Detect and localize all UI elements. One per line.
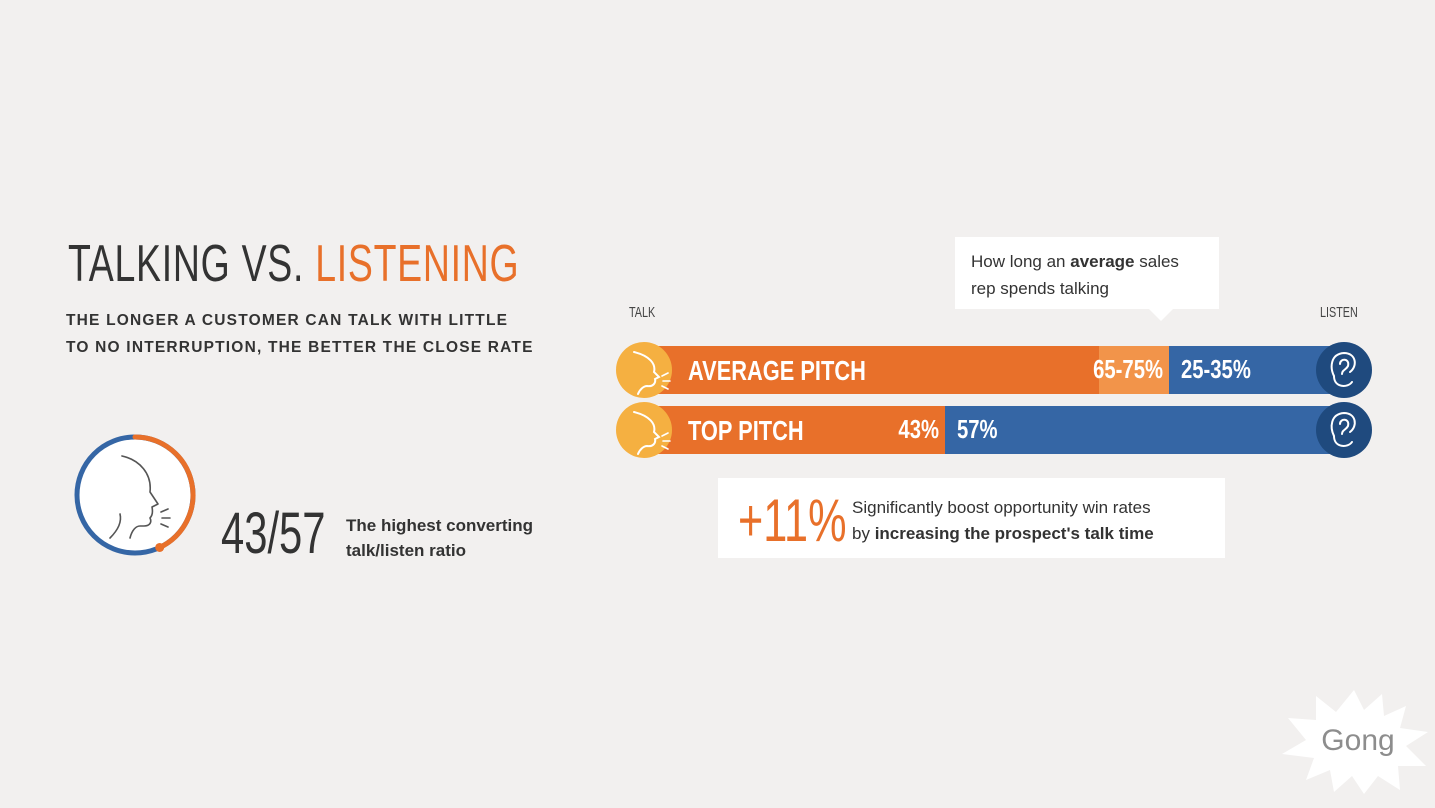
bar-category-label-0: AVERAGE PITCH [688,355,866,386]
speaking-face-icon-1 [633,411,661,455]
speaking-face-icon-0 [633,351,661,395]
ring-background [77,437,193,553]
talk-value-label-1: 43% [898,415,939,444]
bar-talk-1 [644,406,945,454]
bar-listen-0 [1169,346,1344,394]
gong-logo-text: Gong [1321,724,1394,757]
ear-icon-0 [1330,351,1356,387]
boost-text: Significantly boost opportunity win rate… [852,495,1222,547]
subtitle-line-2: TO NO INTERRUPTION, THE BETTER THE CLOSE… [66,339,534,356]
listen-axis-label: LISTEN [1320,304,1358,321]
boost-text-line-2: by increasing the prospect's talk time [852,524,1154,543]
speech-lines-icon-0 [661,372,671,390]
starburst-shape [1282,690,1428,794]
bar-listen-1 [945,406,1344,454]
bar-talk-range-0 [1099,346,1169,394]
bar-talk-0 [644,346,1099,394]
speech-lines-icon-1 [661,432,671,450]
gong-logo: Gong [1282,690,1428,794]
ratio-caption: The highest converting talk/listen ratio [346,513,566,563]
page-title: TALKING VS. LISTENING [68,234,695,294]
ring-end-dot [155,542,165,552]
talk-icon-bg-1 [616,402,672,458]
callout-text-before: How long an [971,252,1071,271]
listen-value-label-0: 25-35% [1181,355,1251,384]
boost-text-line-1: Significantly boost opportunity win rate… [852,498,1151,517]
talk-listen-ring [74,434,196,556]
speaking-face-icon [109,455,171,539]
boost-callout: +11% Significantly boost opportunity win… [718,478,1225,558]
talk-listen-bar-chart: AVERAGE PITCH 65-75% 25-35% TOP PITCH 43% 57% [616,342,1372,458]
title-talking: TALKING VS. [68,235,316,293]
average-rep-callout: How long an average sales rep spends tal… [955,237,1219,321]
talk-axis-label: TALK [629,304,656,321]
listen-value-label-1: 57% [957,415,998,444]
boost-value: +11% [738,487,847,554]
subtitle-line-1: THE LONGER A CUSTOMER CAN TALK WITH LITT… [66,312,509,329]
callout-text-after: sales rep spends talking [971,252,1179,298]
callout-text-bold: average [1070,252,1135,271]
ear-icon-1 [1330,411,1356,447]
bar-category-label-1: TOP PITCH [688,415,804,446]
talk-value-label-0: 65-75% [1093,355,1163,384]
ratio-caption-line-1: The highest converting [346,516,534,535]
talk-icon-bg-0 [616,342,672,398]
ratio-caption-line-2: talk/listen ratio [346,541,466,560]
ring-talk-arc [132,434,196,550]
title-listening: LISTENING [315,235,520,293]
ratio-value: 43/57 [221,501,326,566]
